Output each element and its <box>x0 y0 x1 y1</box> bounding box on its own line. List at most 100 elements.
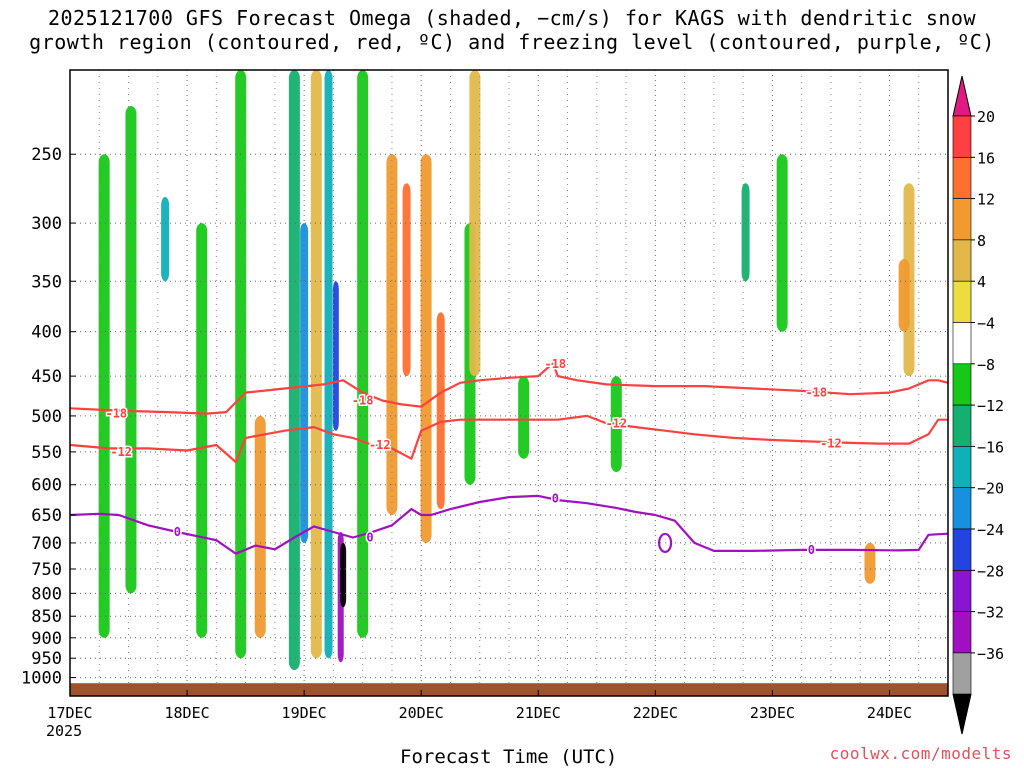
omega-region-10 <box>332 281 339 431</box>
contour-lines <box>69 362 949 555</box>
omega-region-1 <box>125 105 137 594</box>
colorbar-label-11: −28 <box>977 562 1004 580</box>
colorbar-swatch-13 <box>952 652 972 695</box>
contour-label-0: -18 <box>105 407 127 421</box>
x-tick-label-0: 17DEC <box>47 704 92 722</box>
colorbar-swatch-2 <box>952 198 972 241</box>
colorbar-swatch-6 <box>952 363 972 406</box>
y-tick-label-500: 500 <box>31 407 62 427</box>
omega-region-6 <box>288 70 300 670</box>
contour-label-4: -12 <box>110 445 132 459</box>
x-tick-label-6: 23DEC <box>750 704 795 722</box>
y-tick-label-750: 750 <box>31 560 62 580</box>
contour-line-minus12-1 <box>69 414 948 464</box>
omega-region-15 <box>402 183 411 377</box>
y-axis-pressure-ticks: 2503003504004505005506006507007508008509… <box>21 145 76 689</box>
y-tick-label-1000: 1000 <box>21 669 62 689</box>
colorbar-swatch-5 <box>952 322 972 365</box>
x-tick-sublabel-0: 2025 <box>46 722 82 740</box>
omega-region-0 <box>98 154 110 638</box>
omega-region-25 <box>898 259 910 332</box>
x-tick-label-1: 18DEC <box>164 704 209 722</box>
colorbar-label-2: 12 <box>977 191 995 209</box>
omega-region-12 <box>340 542 347 608</box>
chart-title-line-2: growth region (contoured, red, ºC) and f… <box>29 30 995 54</box>
y-tick-label-450: 450 <box>31 367 62 387</box>
colorbar-label-12: −32 <box>977 604 1004 622</box>
colorbar-label-5: −4 <box>977 315 995 333</box>
x-tick-label-2: 19DEC <box>282 704 327 722</box>
omega-region-16 <box>420 154 432 543</box>
contour-labels: -18 -18 -18 -18 -12 -12 -12 -12 0 0 0 0 <box>104 356 843 559</box>
y-tick-label-250: 250 <box>31 145 62 165</box>
freezing-closed-contour-0 <box>657 532 673 554</box>
contour-label-2: -18 <box>544 357 566 371</box>
colorbar-swatch-0 <box>952 115 972 158</box>
omega-region-22 <box>776 154 788 332</box>
colorbar-swatch-7 <box>952 404 972 447</box>
contour-label-9: 0 <box>366 531 373 545</box>
y-tick-label-650: 650 <box>31 506 62 526</box>
contour-label-3: -18 <box>805 386 827 400</box>
omega-region-5 <box>254 415 266 638</box>
omega-region-13 <box>357 70 369 638</box>
contour-label-11: 0 <box>808 543 815 557</box>
contour-line-minus18-0 <box>69 362 949 415</box>
omega-region-8 <box>310 70 322 659</box>
colorbar-label-13: −36 <box>977 645 1004 663</box>
colorbar-label-10: −24 <box>977 521 1004 539</box>
x-tick-label-4: 21DEC <box>516 704 561 722</box>
colorbar-label-7: −12 <box>977 397 1004 415</box>
contour-label-1: -18 <box>352 393 374 407</box>
colorbar-swatch-9 <box>952 487 972 530</box>
contour-label-7: -12 <box>820 437 842 451</box>
y-tick-label-350: 350 <box>31 272 62 292</box>
colorbar-swatch-1 <box>952 157 972 199</box>
omega-region-9 <box>324 70 333 659</box>
y-tick-label-550: 550 <box>31 443 62 463</box>
colorbar-label-1: 16 <box>977 149 995 167</box>
omega-region-20 <box>518 376 530 459</box>
colorbar-swatch-10 <box>952 528 972 571</box>
y-tick-label-600: 600 <box>31 476 62 496</box>
y-tick-label-800: 800 <box>31 584 62 604</box>
colorbar-label-4: 4 <box>977 273 986 291</box>
colorbar-label-6: −8 <box>977 356 995 374</box>
colorbar-label-3: 8 <box>977 232 986 250</box>
y-tick-label-700: 700 <box>31 534 62 554</box>
contour-label-8: 0 <box>174 525 181 539</box>
source-credit[interactable]: coolwx.com/modelts <box>829 744 1012 763</box>
colorbar-bottom-arrow <box>952 693 972 735</box>
y-tick-label-850: 850 <box>31 607 62 627</box>
colorbar-label-9: −20 <box>977 480 1004 498</box>
omega-region-17 <box>436 312 445 510</box>
colorbar-swatch-3 <box>952 239 972 282</box>
y-tick-label-300: 300 <box>31 214 62 234</box>
x-tick-label-5: 22DEC <box>633 704 678 722</box>
contour-label-5: -12 <box>369 438 391 452</box>
y-tick-label-950: 950 <box>31 649 62 669</box>
colorbar-swatch-11 <box>952 569 972 612</box>
y-tick-label-400: 400 <box>31 323 62 343</box>
omega-region-4 <box>235 70 247 659</box>
omega-region-26 <box>864 542 876 584</box>
colorbar-swatch-12 <box>952 611 972 654</box>
contour-label-6: -12 <box>605 416 627 430</box>
x-tick-label-3: 20DEC <box>399 704 444 722</box>
plot-frame <box>69 69 949 697</box>
x-axis-title: Forecast Time (UTC) <box>400 746 618 768</box>
x-tick-label-7: 24DEC <box>867 704 912 722</box>
omega-region-3 <box>196 223 208 638</box>
omega-region-19 <box>469 70 481 377</box>
omega-colorbar: 20 16 12 8 4 −4 −8 −12 −16 −20 −24 −28 −32 −36 <box>952 75 1004 735</box>
omega-region-7 <box>300 223 309 543</box>
ground-terrain <box>70 683 948 696</box>
colorbar-label-8: −16 <box>977 438 1004 456</box>
colorbar-top-arrow <box>952 75 972 117</box>
colorbar-label-0: 20 <box>977 108 995 126</box>
contour-line-0-2 <box>69 494 949 555</box>
y-tick-label-900: 900 <box>31 629 62 649</box>
chart-title-line-1: 2025121700 GFS Forecast Omega (shaded, −… <box>47 6 977 30</box>
